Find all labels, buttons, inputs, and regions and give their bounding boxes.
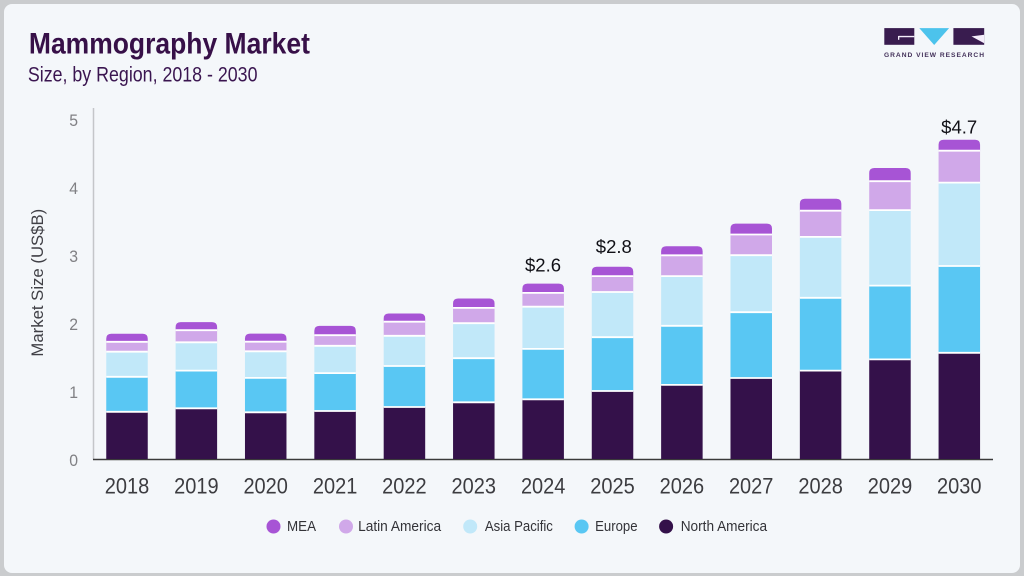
svg-text:Market Size (US$B): Market Size (US$B) — [28, 209, 47, 357]
svg-text:2019: 2019 — [174, 474, 219, 499]
svg-text:5: 5 — [69, 111, 78, 130]
svg-text:2021: 2021 — [313, 474, 358, 499]
svg-text:0: 0 — [69, 451, 78, 470]
svg-text:2024: 2024 — [521, 474, 566, 499]
svg-text:2030: 2030 — [937, 474, 982, 499]
svg-text:2029: 2029 — [868, 474, 913, 499]
svg-text:2022: 2022 — [382, 474, 427, 499]
svg-text:2026: 2026 — [660, 474, 705, 499]
svg-text:GRAND VIEW RESEARCH: GRAND VIEW RESEARCH — [884, 52, 985, 59]
svg-text:2027: 2027 — [729, 474, 774, 499]
svg-text:2028: 2028 — [798, 474, 843, 499]
svg-text:2: 2 — [69, 315, 78, 334]
svg-text:MEA: MEA — [287, 519, 316, 535]
svg-text:Latin America: Latin America — [358, 519, 442, 535]
svg-text:Mammography Market: Mammography Market — [29, 27, 310, 60]
svg-text:2025: 2025 — [590, 474, 635, 499]
svg-text:$4.7: $4.7 — [941, 117, 977, 137]
svg-text:2020: 2020 — [243, 474, 288, 499]
svg-text:3: 3 — [69, 247, 78, 266]
svg-text:Asia Pacific: Asia Pacific — [485, 519, 553, 535]
svg-text:Europe: Europe — [595, 519, 638, 535]
svg-text:$2.8: $2.8 — [596, 237, 632, 257]
svg-text:1: 1 — [69, 383, 78, 402]
svg-text:$2.6: $2.6 — [525, 255, 561, 275]
svg-text:Size, by Region, 2018 - 2030: Size, by Region, 2018 - 2030 — [28, 63, 258, 86]
svg-text:North America: North America — [681, 519, 768, 535]
svg-text:4: 4 — [69, 179, 78, 198]
svg-text:2018: 2018 — [105, 474, 150, 499]
svg-text:2023: 2023 — [452, 474, 497, 499]
